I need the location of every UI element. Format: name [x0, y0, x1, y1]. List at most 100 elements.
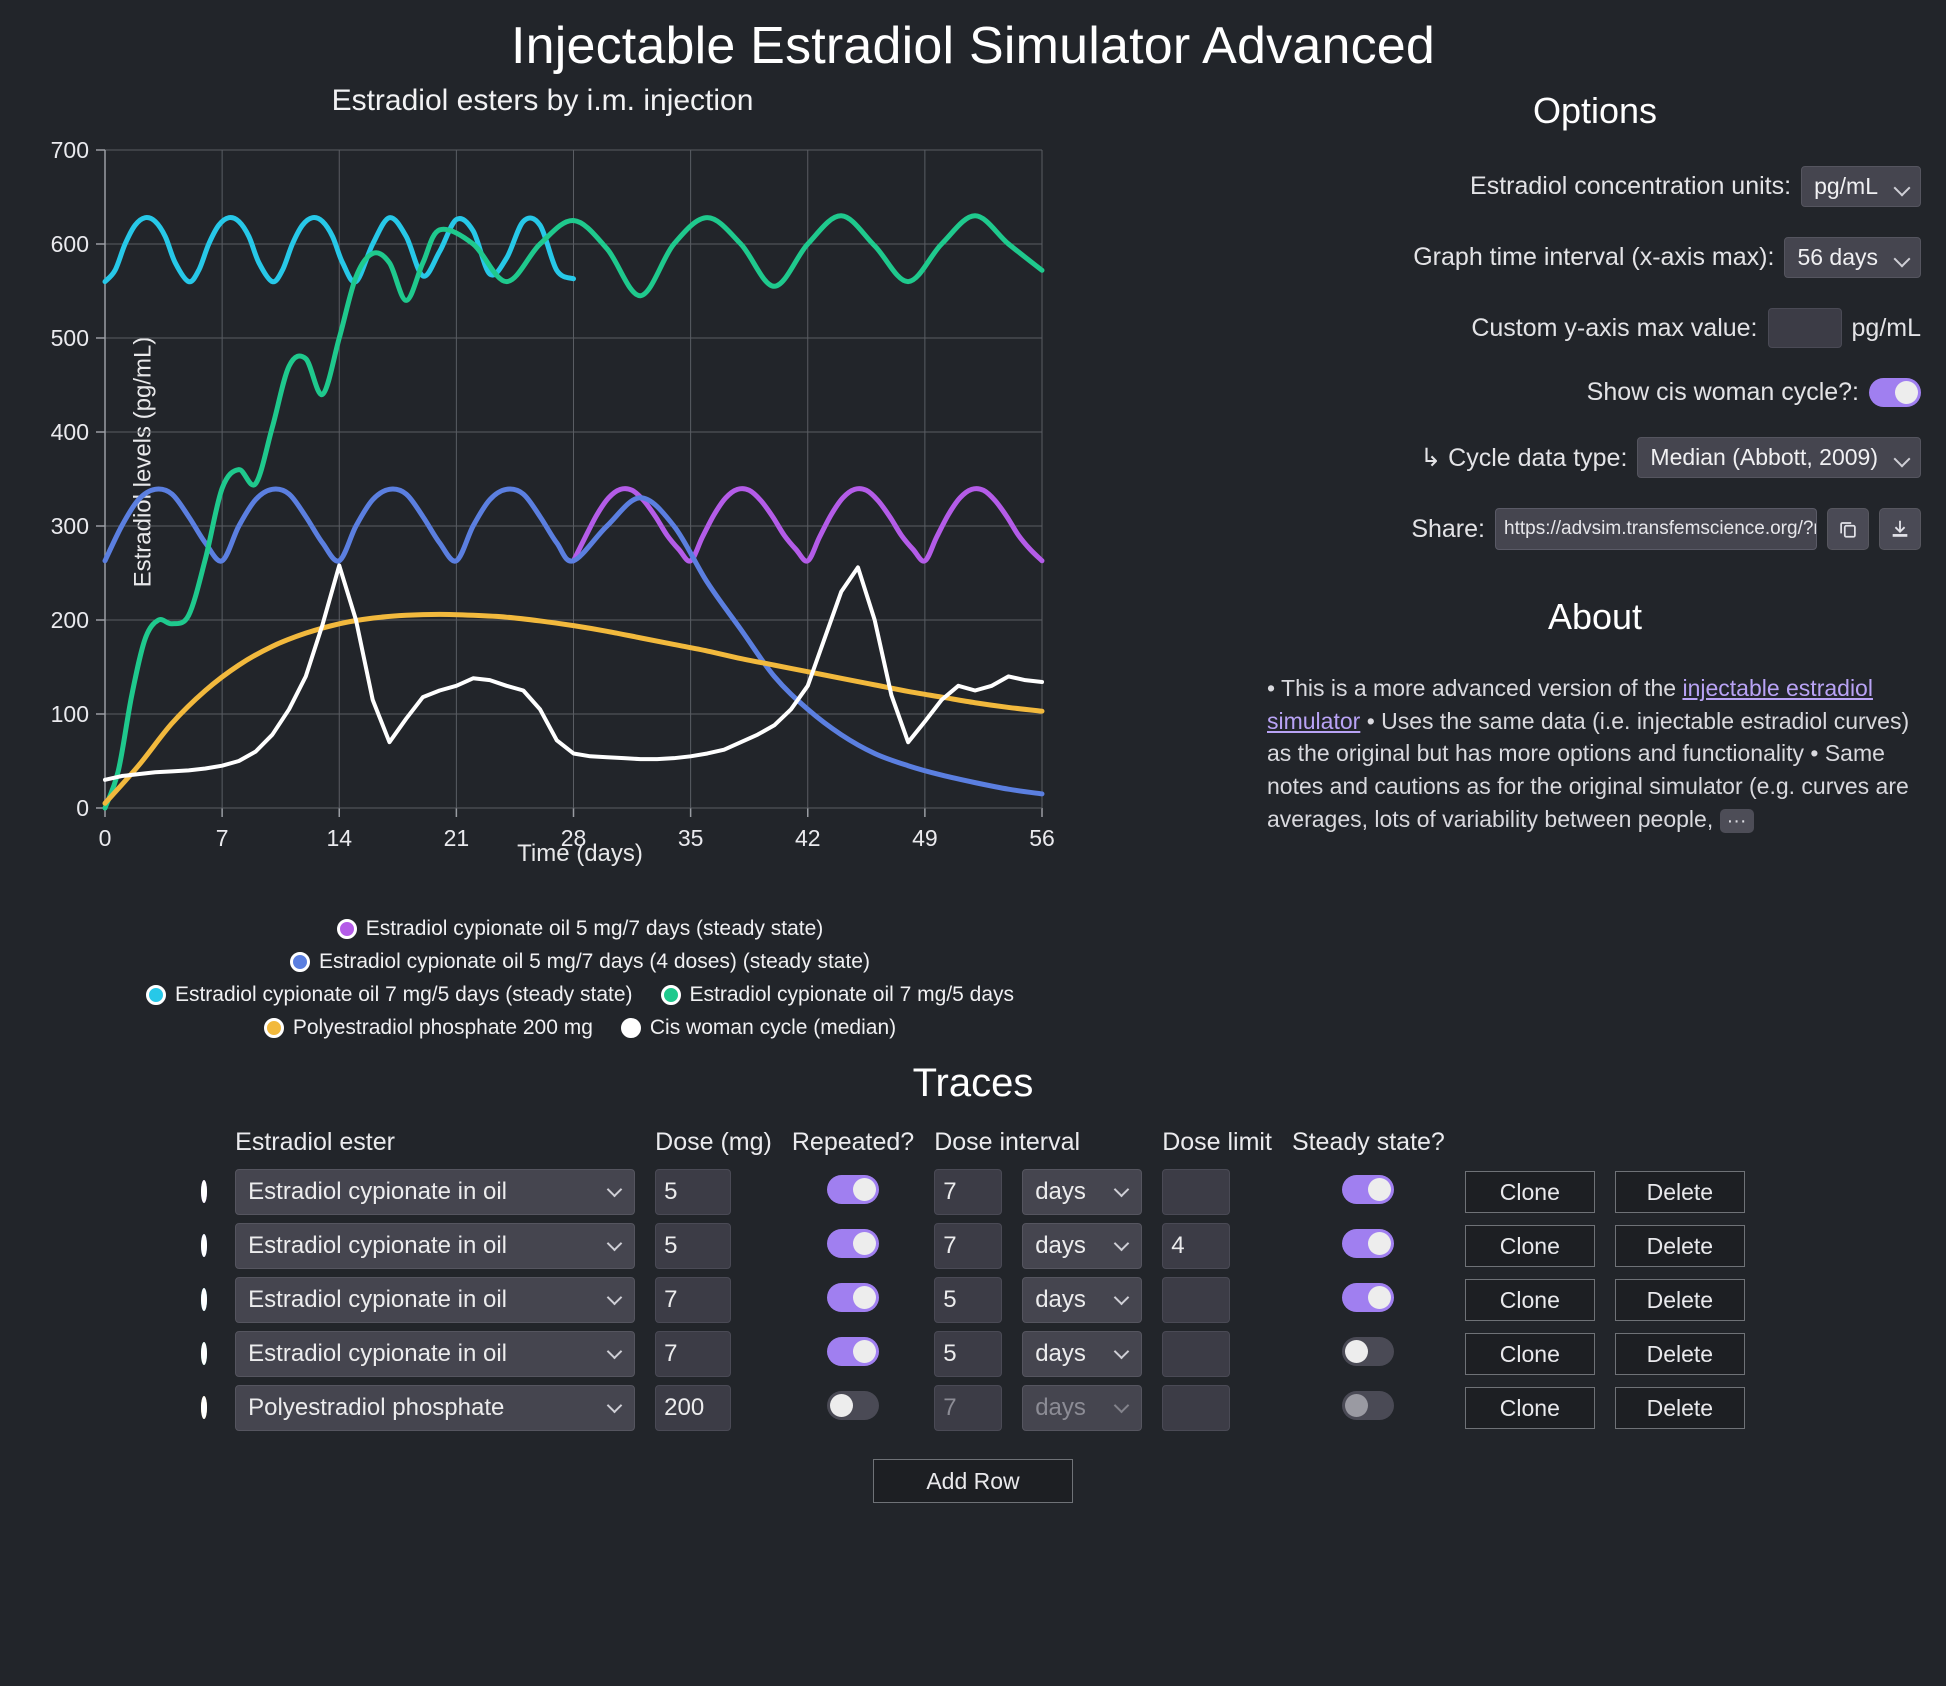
legend-item[interactable]: Estradiol cypionate oil 7 mg/5 days (ste… — [145, 983, 633, 1007]
delete-button[interactable]: Delete — [1614, 1279, 1745, 1321]
steady-state-toggle[interactable] — [1342, 1283, 1395, 1312]
legend-row: Estradiol cypionate oil 7 mg/5 days (ste… — [0, 983, 1160, 1007]
chevron-down-icon — [606, 1397, 623, 1414]
download-icon[interactable] — [1879, 508, 1921, 550]
trace-color-cell — [191, 1273, 225, 1327]
units-select[interactable]: pg/mL — [1801, 166, 1921, 207]
interval-input[interactable]: 7 — [934, 1223, 1003, 1269]
x-tick-label: 21 — [444, 825, 470, 851]
legend-item[interactable]: Estradiol cypionate oil 7 mg/5 days — [660, 983, 1014, 1007]
col-color — [191, 1128, 225, 1165]
legend-item[interactable]: Polyestradiol phosphate 200 mg — [263, 1016, 593, 1040]
clone-button[interactable]: Clone — [1464, 1279, 1595, 1321]
clone-button[interactable]: Clone — [1464, 1225, 1595, 1267]
repeated-toggle[interactable] — [827, 1337, 880, 1366]
injectable-simulator-link[interactable]: injectable estradiol simulator — [1267, 675, 1873, 734]
interval-input[interactable]: 7 — [934, 1385, 1003, 1431]
clone-button[interactable]: Clone — [1464, 1333, 1595, 1375]
interval-unit-value: days — [1035, 1340, 1086, 1367]
toggle-knob — [853, 1286, 877, 1309]
delete-button[interactable]: Delete — [1614, 1387, 1745, 1429]
units-label: Estradiol concentration units: — [1470, 172, 1792, 200]
repeated-cell — [782, 1219, 924, 1273]
cycle-toggle[interactable] — [1869, 378, 1921, 407]
steady-state-toggle[interactable] — [1342, 1391, 1395, 1420]
chart-legend: Estradiol cypionate oil 5 mg/7 days (ste… — [0, 917, 1160, 1040]
x-axis-label: Time (days) — [517, 840, 643, 867]
legend-color-dot — [290, 952, 311, 972]
dose-limit-input[interactable] — [1162, 1277, 1231, 1323]
cycle-type-value: Median (Abbott, 2009) — [1650, 444, 1878, 470]
ester-select[interactable]: Estradiol cypionate in oil — [235, 1277, 636, 1323]
steady-state-toggle[interactable] — [1342, 1229, 1395, 1258]
about-heading: About — [1547, 596, 1643, 637]
interval-unit-select[interactable]: days — [1022, 1169, 1143, 1215]
legend-item[interactable]: Estradiol cypionate oil 5 mg/7 days (4 d… — [290, 950, 870, 974]
interval-unit-select[interactable]: days — [1022, 1331, 1143, 1377]
interval-input[interactable]: 5 — [934, 1277, 1003, 1323]
ymax-input[interactable] — [1767, 308, 1842, 348]
trace-color-cell — [191, 1327, 225, 1381]
steady-state-toggle[interactable] — [1342, 1337, 1395, 1366]
y-tick-label: 400 — [51, 419, 89, 445]
interval-cell: 7 — [924, 1219, 1012, 1273]
dose-limit-cell: 4 — [1152, 1219, 1282, 1273]
interval-input[interactable]: 7 — [934, 1169, 1003, 1215]
legend-item[interactable]: Cis woman cycle (median) — [620, 1016, 896, 1040]
repeated-toggle[interactable] — [827, 1391, 880, 1420]
dose-limit-input[interactable] — [1162, 1169, 1231, 1215]
delete-cell: Delete — [1605, 1165, 1755, 1219]
delete-button[interactable]: Delete — [1614, 1225, 1745, 1267]
ester-cell: Estradiol cypionate in oil — [225, 1219, 645, 1273]
traces-table: Estradiol ester Dose (mg) Repeated? Dose… — [191, 1128, 1755, 1435]
steady-state-toggle[interactable] — [1342, 1175, 1395, 1204]
dose-limit-cell — [1152, 1273, 1282, 1327]
ester-select[interactable]: Estradiol cypionate in oil — [235, 1169, 636, 1215]
share-url-input[interactable]: https://advsim.transfemscience.org/?r=58 — [1495, 508, 1817, 550]
time-interval-select[interactable]: 56 days — [1784, 237, 1921, 278]
table-row: Estradiol cypionate in oil 5 7 days Clone Del… — [191, 1165, 1755, 1219]
delete-button[interactable]: Delete — [1614, 1171, 1745, 1213]
interval-unit-select[interactable]: days — [1022, 1385, 1143, 1431]
y-tick-label: 0 — [76, 795, 89, 821]
clone-cell: Clone — [1455, 1327, 1605, 1381]
dose-input[interactable]: 5 — [655, 1223, 732, 1269]
ester-select-value: Polyestradiol phosphate — [248, 1394, 505, 1421]
col-delete — [1605, 1128, 1755, 1165]
ymax-unit: pg/mL — [1851, 313, 1921, 342]
ester-select[interactable]: Estradiol cypionate in oil — [235, 1331, 636, 1377]
col-ester: Estradiol ester — [235, 1128, 395, 1156]
add-row-button[interactable]: Add Row — [873, 1459, 1073, 1503]
dose-input[interactable]: 7 — [655, 1331, 732, 1377]
dose-input[interactable]: 200 — [655, 1385, 732, 1431]
expand-ellipsis-button[interactable]: ··· — [1719, 808, 1754, 833]
table-row: Estradiol cypionate in oil 7 5 days Clone Del… — [191, 1327, 1755, 1381]
dose-input[interactable]: 5 — [655, 1169, 732, 1215]
ester-select[interactable]: Estradiol cypionate in oil — [235, 1223, 636, 1269]
dose-limit-input[interactable]: 4 — [1162, 1223, 1231, 1269]
ester-select[interactable]: Polyestradiol phosphate — [235, 1385, 636, 1431]
clone-button[interactable]: Clone — [1464, 1171, 1595, 1213]
repeated-toggle[interactable] — [827, 1229, 880, 1258]
repeated-toggle[interactable] — [827, 1283, 880, 1312]
dose-limit-input[interactable] — [1162, 1331, 1231, 1377]
interval-input[interactable]: 5 — [934, 1331, 1003, 1377]
interval-unit-value: days — [1035, 1394, 1086, 1421]
share-row: Share: https://advsim.transfemscience.or… — [1245, 508, 1945, 550]
table-row: Polyestradiol phosphate 200 7 days Clone Dele… — [191, 1381, 1755, 1435]
cycle-type-select[interactable]: Median (Abbott, 2009) — [1637, 437, 1921, 478]
dose-limit-cell — [1152, 1165, 1282, 1219]
legend-color-dot — [660, 985, 681, 1005]
dose-input[interactable]: 7 — [655, 1277, 732, 1323]
dose-limit-input[interactable] — [1162, 1385, 1231, 1431]
interval-unit-select[interactable]: days — [1022, 1223, 1143, 1269]
legend-item[interactable]: Estradiol cypionate oil 5 mg/7 days (ste… — [336, 917, 823, 941]
interval-unit-select[interactable]: days — [1022, 1277, 1143, 1323]
copy-icon[interactable] — [1827, 508, 1869, 550]
steady-state-cell — [1282, 1327, 1455, 1381]
clone-button[interactable]: Clone — [1464, 1387, 1595, 1429]
chevron-down-icon — [1893, 450, 1911, 467]
chevron-down-icon — [1893, 250, 1911, 267]
delete-button[interactable]: Delete — [1614, 1333, 1745, 1375]
repeated-toggle[interactable] — [827, 1175, 880, 1204]
